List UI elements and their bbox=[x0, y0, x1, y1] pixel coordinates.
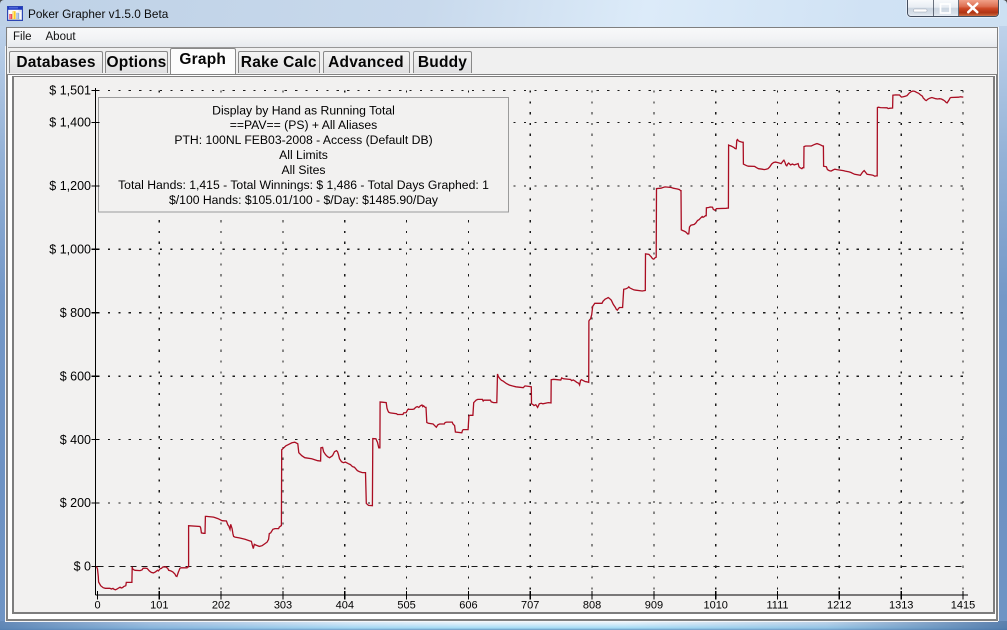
svg-text:$ 1,000: $ 1,000 bbox=[49, 243, 91, 257]
svg-text:$ 400: $ 400 bbox=[60, 433, 91, 447]
svg-text:808: 808 bbox=[583, 600, 601, 612]
svg-text:Total Hands: 1,415 - Total Win: Total Hands: 1,415 - Total Winnings: $ 1… bbox=[118, 178, 489, 192]
svg-text:909: 909 bbox=[645, 600, 663, 612]
svg-text:303: 303 bbox=[274, 600, 292, 612]
svg-text:101: 101 bbox=[150, 600, 168, 612]
svg-text:PTH: 100NL FEB03-2008 - Access: PTH: 100NL FEB03-2008 - Access (Default … bbox=[174, 133, 432, 147]
svg-text:$ 1,400: $ 1,400 bbox=[49, 116, 91, 130]
svg-text:606: 606 bbox=[459, 600, 477, 612]
svg-text:1313: 1313 bbox=[889, 600, 913, 612]
svg-text:$/100 Hands: $105.01/100 - $/D: $/100 Hands: $105.01/100 - $/Day: $1485.… bbox=[169, 193, 439, 207]
svg-text:1111: 1111 bbox=[766, 600, 788, 612]
svg-text:All Sites: All Sites bbox=[281, 163, 325, 177]
svg-text:1010: 1010 bbox=[703, 600, 727, 612]
svg-text:==PAV== (PS) + All Aliases: ==PAV== (PS) + All Aliases bbox=[230, 118, 378, 132]
svg-text:1212: 1212 bbox=[827, 600, 851, 612]
svg-text:0: 0 bbox=[94, 600, 100, 612]
svg-text:202: 202 bbox=[212, 600, 230, 612]
svg-text:All Limits: All Limits bbox=[279, 148, 328, 162]
svg-text:$ 1,501: $ 1,501 bbox=[49, 84, 91, 98]
svg-text:$ 0: $ 0 bbox=[74, 560, 91, 574]
svg-text:505: 505 bbox=[397, 600, 415, 612]
svg-text:707: 707 bbox=[521, 600, 539, 612]
svg-text:$ 600: $ 600 bbox=[60, 369, 91, 383]
svg-text:404: 404 bbox=[336, 600, 354, 612]
svg-text:Display by Hand as Running Tot: Display by Hand as Running Total bbox=[212, 103, 395, 117]
svg-text:1415: 1415 bbox=[951, 600, 975, 612]
svg-text:$ 1,200: $ 1,200 bbox=[49, 179, 91, 193]
svg-text:$ 800: $ 800 bbox=[60, 306, 91, 320]
svg-text:$ 200: $ 200 bbox=[60, 496, 91, 510]
